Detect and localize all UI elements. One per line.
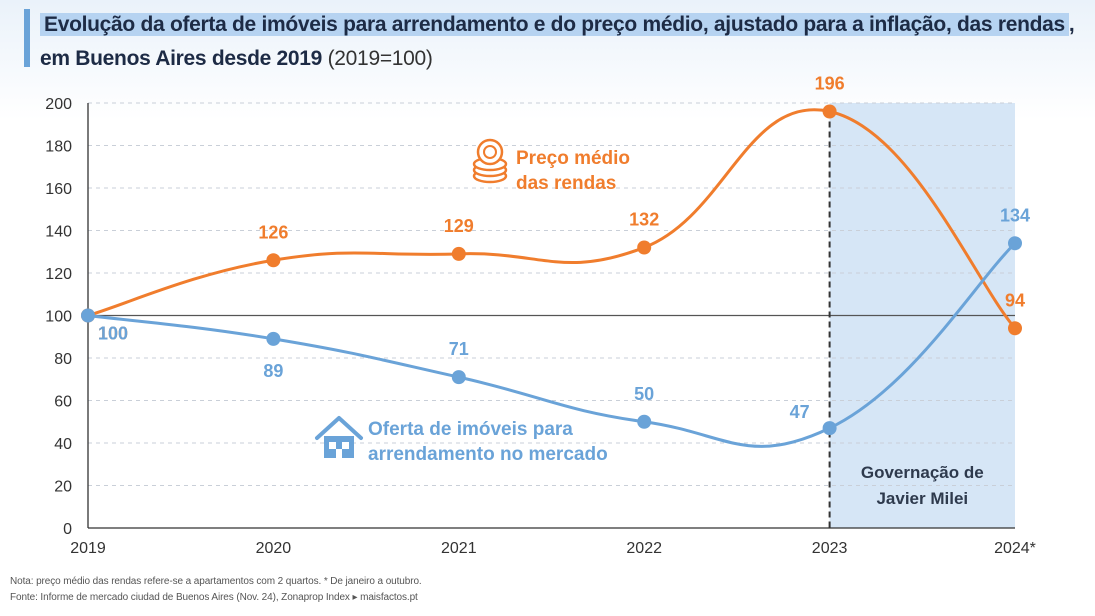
data-point (1008, 321, 1022, 336)
y-tick-label: 20 (54, 479, 72, 496)
chart-subtitle-base: (2019=100) (327, 47, 433, 70)
coins-icon (472, 138, 508, 184)
data-label: 126 (258, 222, 288, 242)
coin-face (476, 138, 504, 166)
data-label: 89 (263, 361, 283, 381)
legend-label-oferta: arrendamento no mercado (368, 444, 608, 465)
x-tick-label: 2024* (994, 540, 1036, 557)
legend-label-oferta: Oferta de imóveis para (368, 419, 573, 440)
footnote-note: Nota: preço médio das rendas refere-se a… (10, 576, 422, 587)
y-tick-label: 80 (54, 351, 72, 368)
y-tick-label: 0 (63, 521, 72, 538)
data-point (1008, 236, 1022, 251)
x-tick-label: 2022 (626, 540, 662, 557)
y-tick-label: 120 (45, 266, 72, 283)
x-tick-label: 2019 (70, 540, 106, 557)
coin-center (483, 145, 497, 159)
chart-title-comma: , (1068, 13, 1075, 36)
y-tick-label: 160 (45, 181, 72, 198)
series-oferta-imoveis: 100 89 71 50 47 134 (81, 205, 1030, 448)
data-point (637, 414, 652, 429)
chart-subtitle: em Buenos Aires desde 2019 (2019=100) (40, 46, 433, 72)
chart-subtitle-bold: em Buenos Aires desde 2019 (40, 47, 323, 70)
data-label: 132 (629, 210, 659, 230)
house-window (329, 442, 336, 449)
legend-label-preco-medio: das rendas (516, 173, 616, 194)
data-label: 100 (98, 324, 128, 344)
y-tick-label: 140 (45, 224, 72, 241)
x-tick-label: 2021 (441, 540, 477, 557)
data-point (822, 104, 837, 119)
data-point (451, 370, 466, 385)
data-label: 71 (449, 339, 469, 359)
house-door (336, 449, 342, 458)
chart-title-text: Evolução da oferta de imóveis para arren… (40, 13, 1069, 36)
shaded-region-label: Governação de (861, 463, 984, 482)
data-label: 134 (1000, 205, 1030, 225)
data-label: 100 (98, 324, 128, 344)
data-label: 196 (815, 74, 845, 94)
data-point (266, 253, 281, 268)
data-point (822, 421, 837, 436)
y-tick-label: 180 (45, 139, 72, 156)
x-tick-label: 2023 (812, 540, 848, 557)
data-label: 94 (1005, 290, 1025, 310)
data-point (637, 240, 652, 255)
series-line (87, 242, 1017, 448)
title-accent-bar (24, 9, 30, 67)
y-tick-label: 40 (54, 436, 72, 453)
house-window (342, 442, 349, 449)
y-tick-label: 100 (45, 309, 72, 326)
x-tick-label: 2020 (256, 540, 292, 557)
house-body (324, 436, 354, 458)
house-icon (315, 416, 363, 458)
shaded-region-label: Javier Milei (876, 489, 968, 508)
data-point (81, 308, 95, 323)
data-point (451, 246, 466, 261)
series-preco-medio: 100 126 129 132 196 94 (81, 74, 1025, 344)
house-roof (315, 416, 363, 440)
legend-label-preco-medio: Preço médio (516, 148, 630, 169)
data-label: 50 (634, 384, 654, 404)
footnote-source: Fonte: Informe de mercado ciudad de Buen… (10, 592, 418, 603)
data-label: 47 (790, 402, 810, 422)
chart-title: Evolução da oferta de imóveis para arren… (40, 12, 1075, 38)
y-tick-label: 60 (54, 394, 72, 411)
data-label: 129 (444, 216, 474, 236)
y-tick-label: 200 (45, 96, 72, 113)
data-point (266, 331, 281, 346)
